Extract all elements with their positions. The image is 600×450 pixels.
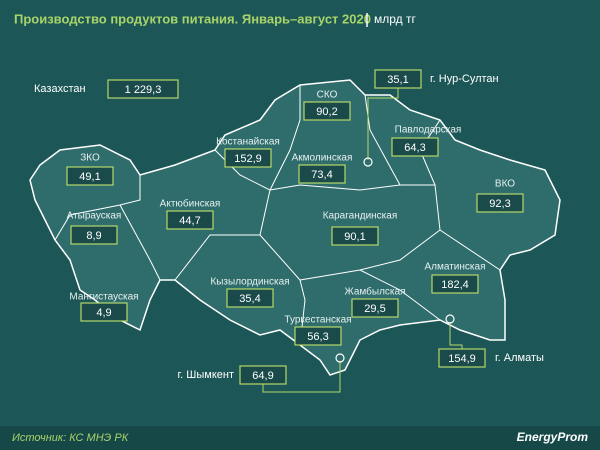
region-name: Костанайская xyxy=(216,137,280,148)
region-name: ЗКО xyxy=(80,153,100,164)
city-name: г. Алматы xyxy=(495,352,544,364)
region-name: СКО xyxy=(317,90,338,101)
value: 64,9 xyxy=(252,370,273,382)
value: 35,1 xyxy=(387,74,408,86)
region-name: Туркестанская xyxy=(284,315,351,326)
brand: EnergyProm xyxy=(517,430,589,444)
value-box xyxy=(438,348,486,368)
border xyxy=(269,85,301,191)
total-label: Казахстан xyxy=(34,83,86,95)
value: 35,4 xyxy=(239,293,260,305)
value: 56,3 xyxy=(307,331,328,343)
value-box xyxy=(239,365,287,385)
value: 44,7 xyxy=(179,215,200,227)
source: Источник: КС МНЭ РК xyxy=(12,432,129,444)
region-name: Павлодарская xyxy=(395,125,462,136)
leader-line xyxy=(449,322,463,349)
value: 1 229,3 xyxy=(125,84,162,96)
value-box xyxy=(431,274,479,294)
region-name: Акмолинская xyxy=(292,153,353,164)
value-box xyxy=(70,225,118,245)
border xyxy=(364,94,401,186)
value: 182,4 xyxy=(441,279,469,291)
border xyxy=(299,229,441,281)
border xyxy=(359,269,441,321)
value-box xyxy=(391,137,439,157)
region-name: ВКО xyxy=(495,179,515,190)
title: Производство продуктов питания. Январь–а… xyxy=(14,11,371,26)
value: 154,9 xyxy=(448,353,476,365)
value-box xyxy=(166,210,214,230)
value-box xyxy=(80,302,128,322)
border xyxy=(119,204,161,281)
value-box xyxy=(298,164,346,184)
border xyxy=(259,234,306,346)
value: 90,2 xyxy=(316,106,337,118)
region-name: Атырауская xyxy=(67,211,122,222)
unit: млрд тг xyxy=(374,12,416,26)
value: 152,9 xyxy=(234,153,262,165)
value: 73,4 xyxy=(311,169,332,181)
city-marker xyxy=(335,353,345,363)
border xyxy=(174,149,271,281)
city-name: г. Шымкент xyxy=(178,369,235,381)
value-box xyxy=(303,101,351,121)
value: 29,5 xyxy=(364,303,385,315)
value-box xyxy=(226,288,274,308)
value: 8,9 xyxy=(86,230,101,242)
leader-line xyxy=(367,88,399,160)
value: 49,1 xyxy=(79,171,100,183)
city-marker xyxy=(445,314,455,324)
region-name: Карагандинская xyxy=(323,211,398,222)
leader-line xyxy=(262,361,341,393)
value-box xyxy=(374,69,422,89)
value-box xyxy=(476,193,524,213)
value-box xyxy=(66,166,114,186)
value: 92,3 xyxy=(489,198,510,210)
region-name: Актюбинская xyxy=(160,198,221,210)
value-box xyxy=(107,79,179,99)
city-name: г. Нур-Султан xyxy=(430,73,499,85)
value: 64,3 xyxy=(404,142,425,154)
region-name: Жамбылская xyxy=(345,286,406,298)
footer-bar xyxy=(0,426,600,450)
value: 4,9 xyxy=(96,307,111,319)
value-box xyxy=(224,148,272,168)
value: 90,1 xyxy=(344,231,365,243)
value-box xyxy=(294,326,342,346)
city-marker xyxy=(363,157,373,167)
value-box xyxy=(351,298,399,318)
value-box xyxy=(331,226,379,246)
region-name: Мангистауская xyxy=(69,292,138,303)
region-name: Кызылординская xyxy=(210,277,289,288)
region-name: Алматинская xyxy=(425,262,486,273)
